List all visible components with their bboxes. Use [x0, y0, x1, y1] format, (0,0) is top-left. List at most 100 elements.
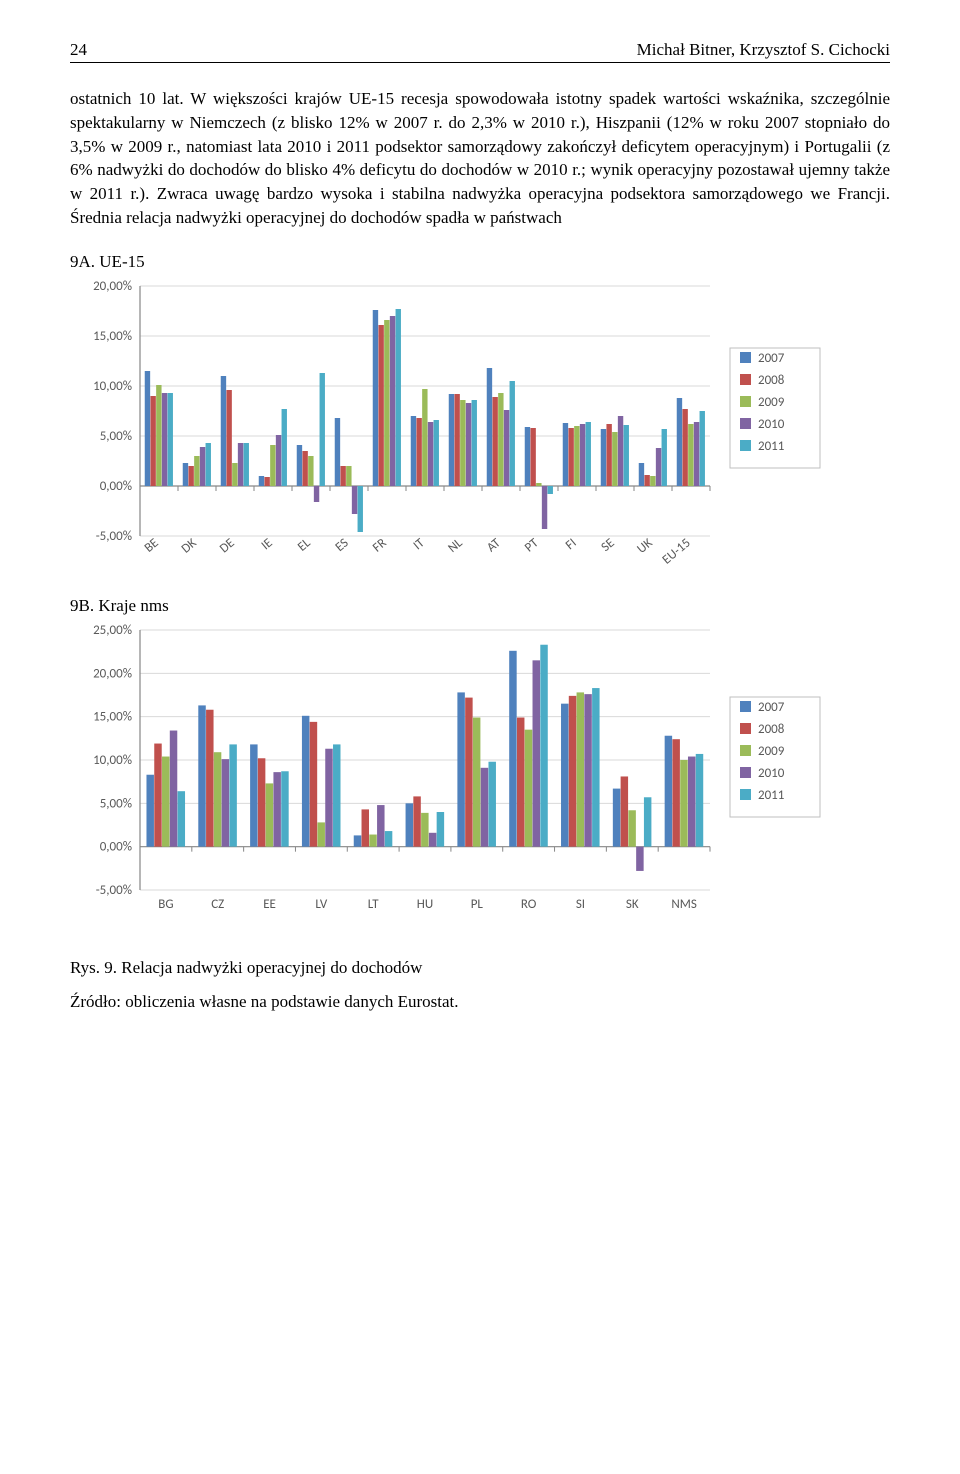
- legend-swatch: [740, 440, 751, 451]
- bar: [238, 443, 243, 486]
- bar: [194, 456, 199, 486]
- legend-label: 2008: [758, 373, 785, 388]
- legend-swatch: [740, 789, 751, 800]
- x-category-label: PL: [471, 897, 484, 912]
- legend-swatch: [740, 767, 751, 778]
- bar: [413, 796, 420, 846]
- bar: [378, 325, 383, 486]
- chart-b: -5,00%0,00%5,00%10,00%15,00%20,00%25,00%…: [70, 620, 890, 940]
- y-tick-label: 20,00%: [93, 666, 132, 681]
- bar: [362, 809, 369, 846]
- bar: [250, 744, 257, 846]
- bar: [384, 320, 389, 486]
- bar: [429, 833, 436, 847]
- x-category-label: FI: [563, 535, 580, 552]
- bar: [354, 835, 361, 846]
- bar: [457, 692, 464, 846]
- page: 24 Michał Bitner, Krzysztof S. Cichocki …: [0, 0, 960, 1052]
- legend-swatch: [740, 701, 751, 712]
- bar: [434, 420, 439, 486]
- y-tick-label: 15,00%: [93, 329, 132, 344]
- legend-swatch: [740, 745, 751, 756]
- x-category-label: RO: [521, 897, 537, 912]
- bar: [406, 803, 413, 846]
- legend-label: 2010: [758, 766, 785, 781]
- bar: [592, 688, 599, 847]
- bar: [577, 692, 584, 846]
- x-category-label: IT: [411, 535, 429, 553]
- bar: [454, 394, 459, 486]
- bar: [156, 385, 161, 486]
- bar: [574, 426, 579, 486]
- legend-swatch: [740, 352, 751, 363]
- bar: [569, 696, 576, 847]
- bar: [492, 397, 497, 486]
- bar: [259, 476, 264, 486]
- x-category-label: SI: [576, 897, 585, 912]
- bar: [580, 424, 585, 486]
- bar: [517, 717, 524, 846]
- running-header: 24 Michał Bitner, Krzysztof S. Cichocki: [70, 40, 890, 63]
- x-category-label: DE: [217, 535, 238, 556]
- bar: [314, 486, 319, 502]
- bar: [183, 463, 188, 486]
- bar: [639, 463, 644, 486]
- bar: [340, 466, 345, 486]
- bar: [509, 651, 516, 847]
- bar: [465, 697, 472, 846]
- bar: [302, 451, 307, 486]
- legend-label: 2008: [758, 722, 785, 737]
- bar: [214, 752, 221, 846]
- bar: [688, 756, 695, 846]
- bar: [672, 739, 679, 846]
- bar: [170, 730, 177, 846]
- legend-swatch: [740, 374, 751, 385]
- x-category-label: CZ: [211, 897, 224, 912]
- bar: [373, 310, 378, 486]
- figure-caption: Rys. 9. Relacja nadwyżki operacyjnej do …: [70, 958, 890, 978]
- bar: [644, 475, 649, 486]
- y-tick-label: 10,00%: [93, 753, 132, 768]
- bar: [229, 744, 236, 846]
- bar: [510, 381, 515, 486]
- x-category-label: UK: [634, 535, 655, 556]
- x-category-label: PT: [522, 535, 542, 555]
- bar: [601, 429, 606, 486]
- bar: [525, 427, 530, 486]
- bar: [358, 486, 363, 532]
- y-tick-label: 0,00%: [100, 839, 132, 854]
- bar: [437, 812, 444, 847]
- legend-label: 2011: [758, 439, 784, 454]
- bar: [333, 744, 340, 846]
- x-category-label: BE: [142, 535, 162, 555]
- bar: [682, 409, 687, 486]
- bar: [200, 447, 205, 486]
- legend-label: 2009: [758, 395, 785, 410]
- chart-svg: -5,00%0,00%5,00%10,00%15,00%20,00%BEDKDE…: [70, 276, 890, 586]
- legend-label: 2009: [758, 744, 785, 759]
- bar: [335, 418, 340, 486]
- bar: [621, 776, 628, 846]
- bar: [145, 371, 150, 486]
- bar: [276, 435, 281, 486]
- chart-a: -5,00%0,00%5,00%10,00%15,00%20,00%BEDKDE…: [70, 276, 890, 586]
- y-tick-label: 10,00%: [93, 379, 132, 394]
- bar: [258, 758, 265, 846]
- legend-swatch: [740, 396, 751, 407]
- bar: [369, 834, 376, 846]
- bar: [206, 443, 211, 486]
- page-number: 24: [70, 40, 87, 60]
- bar: [273, 772, 280, 847]
- bar: [396, 309, 401, 486]
- bar: [536, 483, 541, 486]
- x-category-label: ES: [333, 535, 352, 554]
- bar: [325, 749, 332, 847]
- bar: [270, 445, 275, 486]
- x-category-label: BG: [158, 897, 173, 912]
- y-tick-label: 0,00%: [100, 479, 132, 494]
- bar: [352, 486, 357, 514]
- bar: [449, 394, 454, 486]
- bar: [694, 422, 699, 486]
- bar: [422, 389, 427, 486]
- bar: [346, 466, 351, 486]
